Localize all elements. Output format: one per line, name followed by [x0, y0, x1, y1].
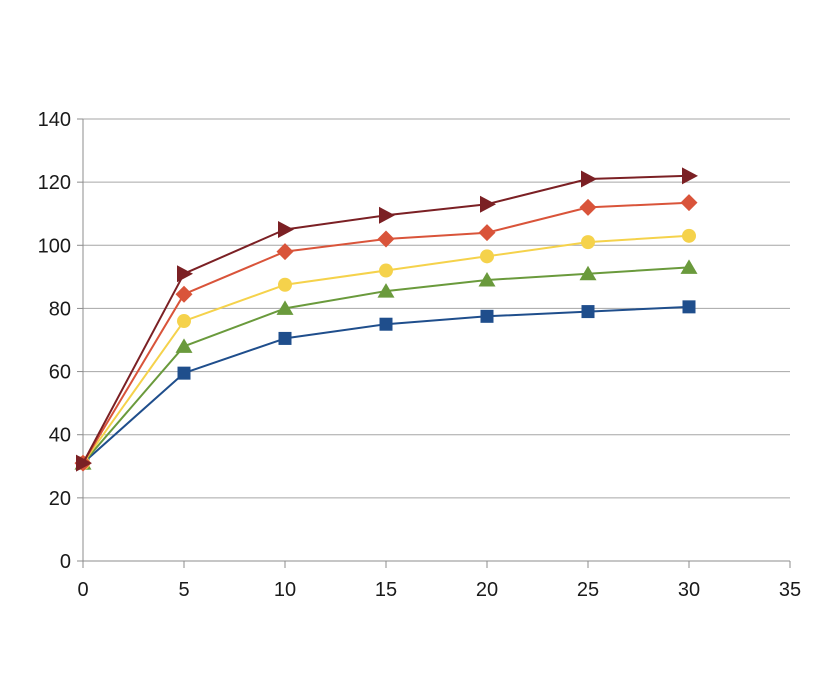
x-tick-label-0: 0 [77, 579, 88, 601]
point-diamond-25 [579, 198, 597, 216]
point-triangle-right-20 [480, 195, 496, 213]
y-tick-label-100: 100 [38, 235, 71, 257]
y-tick-label-140: 140 [38, 109, 71, 131]
point-square-5 [177, 366, 191, 380]
point-triangle-30 [680, 259, 698, 274]
y-tick-label-40: 40 [49, 425, 71, 447]
point-circle-20 [480, 249, 494, 264]
x-tick-label-35: 35 [779, 579, 801, 601]
point-triangle-10 [276, 300, 294, 315]
point-triangle-right-30 [682, 167, 698, 185]
y-tick-label-0: 0 [60, 551, 71, 573]
x-tick-label-15: 15 [375, 579, 397, 601]
point-triangle-right-15 [379, 206, 395, 224]
point-triangle-right-0 [76, 454, 92, 472]
series-diamond [74, 194, 698, 472]
point-triangle-20 [478, 272, 496, 287]
point-diamond-10 [276, 243, 294, 261]
x-tick-label-20: 20 [476, 579, 498, 601]
x-tick-label-10: 10 [274, 579, 296, 601]
point-diamond-30 [680, 194, 698, 212]
y-tick-label-80: 80 [49, 298, 71, 320]
point-diamond-15 [377, 230, 395, 248]
series-triangle-right [76, 167, 698, 472]
axes [82, 119, 790, 562]
x-axis-ticks: 0 5 10 15 20 25 30 35 [77, 561, 801, 601]
x-tick-label-30: 30 [678, 579, 700, 601]
point-circle-15 [379, 263, 393, 278]
series-square [76, 300, 696, 470]
series-triangle [74, 259, 698, 470]
y-tick-label-20: 20 [49, 488, 71, 510]
point-triangle-right-5 [177, 265, 193, 283]
point-circle-30 [682, 228, 696, 243]
gridlines [83, 118, 790, 499]
point-diamond-5 [175, 285, 193, 303]
series-group [74, 167, 698, 472]
point-square-10 [278, 331, 292, 345]
series-circle [76, 228, 696, 471]
y-tick-label-60: 60 [49, 362, 71, 384]
point-triangle-5 [175, 338, 193, 353]
point-circle-25 [581, 235, 595, 250]
x-tick-label-25: 25 [577, 579, 599, 601]
x-tick-label-5: 5 [178, 579, 189, 601]
point-triangle-right-10 [278, 221, 294, 238]
point-diamond-20 [478, 224, 496, 242]
point-circle-5 [177, 314, 191, 329]
point-square-20 [480, 309, 494, 323]
point-square-30 [682, 300, 696, 314]
point-triangle-15 [377, 283, 395, 298]
y-axis-ticks: 0 20 40 60 80 100 120 140 [38, 109, 83, 573]
point-circle-10 [278, 277, 292, 292]
point-square-15 [379, 317, 393, 331]
y-tick-label-120: 120 [38, 172, 71, 194]
point-triangle-right-25 [581, 170, 597, 188]
point-square-25 [581, 305, 595, 319]
point-triangle-25 [579, 265, 597, 281]
